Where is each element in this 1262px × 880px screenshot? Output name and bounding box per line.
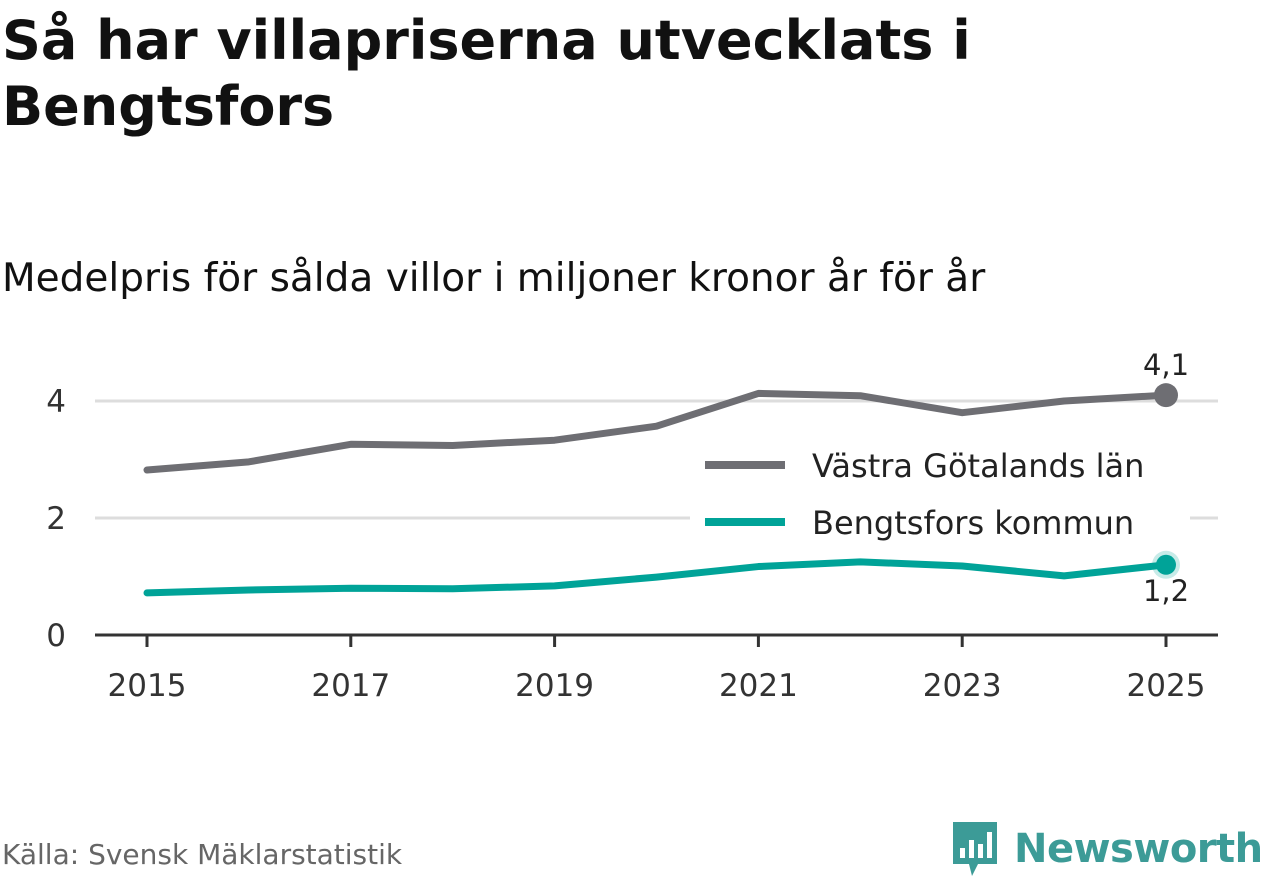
source-note: Källa: Svensk Mäklarstatistik bbox=[2, 838, 403, 871]
x-tick-label: 2025 bbox=[1127, 668, 1206, 704]
legend: Västra Götalands län Bengtsfors kommun bbox=[690, 437, 1190, 544]
x-tick-label: 2021 bbox=[719, 668, 798, 704]
chart-subtitle: Medelpris för sålda villor i miljoner kr… bbox=[2, 256, 986, 301]
x-tick-label: 2015 bbox=[108, 668, 187, 704]
chart-title: Så har villapriserna utvecklats i Bengts… bbox=[2, 9, 971, 138]
end-value-label: 1,2 bbox=[1143, 574, 1189, 608]
y-tick-label: 0 bbox=[46, 618, 66, 654]
legend-label: Bengtsfors kommun bbox=[812, 504, 1134, 542]
x-tick-label: 2019 bbox=[515, 668, 594, 704]
series-line-vastra-gotaland bbox=[143, 389, 1170, 474]
legend-label: Västra Götalands län bbox=[812, 447, 1144, 485]
brand-logo: Newsworthy bbox=[950, 818, 1262, 880]
series-lines: 4,1 1,2 bbox=[143, 348, 1189, 608]
y-axis-ticks: 0 2 4 bbox=[46, 384, 66, 654]
y-tick-label: 2 bbox=[46, 501, 66, 537]
end-value-label: 4,1 bbox=[1143, 348, 1189, 382]
endpoint-marker bbox=[1156, 554, 1176, 575]
x-tick-label: 2017 bbox=[311, 668, 390, 704]
x-axis-ticks: 2015 2017 2019 2021 2023 2025 bbox=[108, 635, 1206, 704]
series-line-bengtsfors bbox=[143, 558, 1170, 597]
endpoint-marker bbox=[1154, 383, 1178, 408]
brand-name: Newsworthy bbox=[1014, 826, 1262, 872]
y-tick-label: 4 bbox=[46, 384, 66, 420]
newsworthy-logo-icon bbox=[953, 822, 997, 876]
x-tick-label: 2023 bbox=[923, 668, 1002, 704]
